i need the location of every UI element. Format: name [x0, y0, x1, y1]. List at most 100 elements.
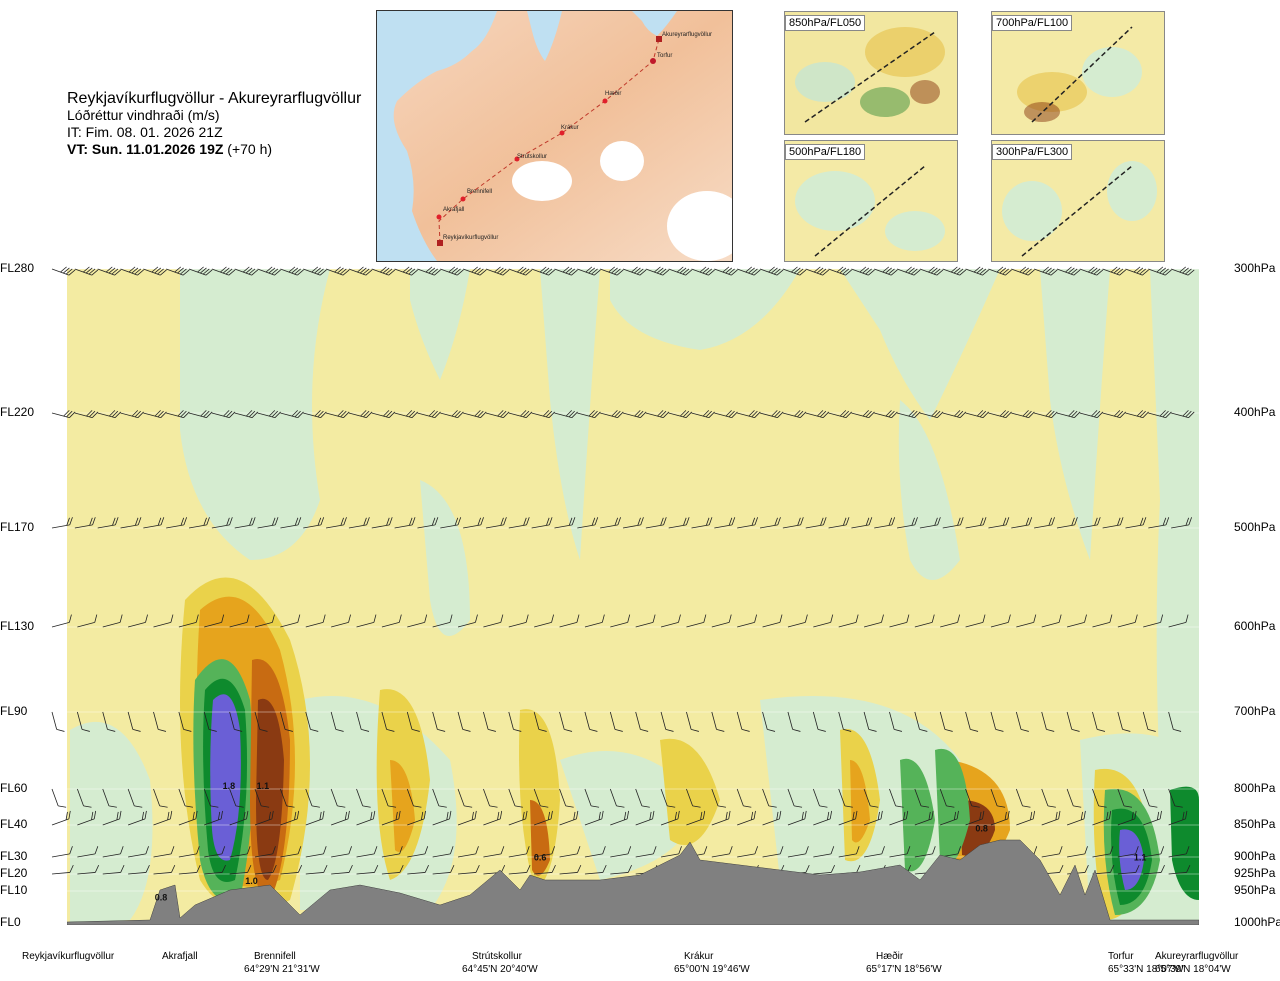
wind-barb	[942, 266, 967, 276]
fjord	[527, 11, 562, 61]
map-label-strutskollur: Strútskollur	[517, 154, 547, 160]
wind-barb	[371, 517, 393, 529]
wind-barb	[863, 711, 877, 732]
wind-barb	[762, 846, 784, 858]
wind-barb	[303, 410, 327, 419]
wind-barb	[889, 711, 903, 732]
wind-barb	[254, 864, 277, 875]
wind-barb	[787, 614, 808, 628]
wind-barb	[533, 711, 547, 732]
wind-barb	[714, 410, 738, 419]
wind-barb	[864, 846, 885, 858]
shade-orange-5	[850, 760, 870, 843]
extrema-label: 0.8	[975, 823, 988, 833]
wind-barb	[51, 864, 74, 875]
wind-barb	[584, 864, 607, 875]
wind-barb	[838, 711, 852, 732]
wind-barb	[381, 614, 402, 628]
wind-barb	[97, 266, 122, 276]
wind-barb	[325, 266, 350, 276]
pressure-label: 300hPa	[1234, 261, 1276, 275]
wind-barb	[919, 410, 944, 419]
wind-barb	[577, 410, 601, 419]
shade-green-4	[610, 269, 800, 350]
wind-barb	[914, 711, 928, 732]
wind-barb	[508, 711, 522, 732]
waypoint-name: Akureyrarflugvöllur	[1155, 951, 1239, 962]
pressure-label: 925hPa	[1234, 866, 1276, 880]
wind-barb	[736, 788, 752, 808]
glacier-2	[600, 141, 644, 181]
wind-barb	[1092, 788, 1107, 808]
wind-barb	[813, 846, 835, 858]
wind-barb	[554, 410, 578, 419]
wind-barb	[407, 614, 428, 628]
inset-500-label: 500hPa/FL180	[785, 144, 866, 160]
wind-barb	[97, 410, 122, 419]
wind-barb	[229, 711, 243, 732]
wind-barb	[838, 846, 860, 858]
waypoint-name: Torfur	[1108, 951, 1134, 962]
wind-barb	[988, 410, 1012, 419]
wind-barb	[554, 266, 578, 276]
wind-barb	[371, 266, 396, 276]
wind-barb	[610, 810, 629, 826]
wind-barb	[1168, 810, 1188, 826]
glacier-3	[667, 191, 747, 261]
wind-barb	[508, 810, 528, 826]
wind-barb	[965, 810, 985, 826]
wind-barb	[1125, 410, 1149, 419]
wind-barb	[711, 788, 726, 808]
terrain-profile	[67, 839, 1199, 925]
wind-barb	[229, 864, 252, 875]
wind-barb	[714, 266, 738, 276]
wind-barb	[531, 266, 555, 276]
wind-barb	[762, 788, 777, 808]
wind-barb	[812, 788, 828, 808]
waypoint-label: Brennifell 64°29'N 21°31'W	[244, 950, 320, 976]
wind-barb	[1015, 711, 1029, 732]
wind-barb	[660, 846, 682, 858]
wind-barb	[394, 517, 416, 529]
wind-barb	[417, 266, 441, 276]
wind-barb	[889, 846, 911, 858]
wind-barb	[381, 810, 401, 826]
waypoint-name: Strútskollur	[472, 951, 523, 962]
wind-barb	[348, 266, 373, 276]
wind-barb	[440, 517, 462, 529]
inset-300-blob-2	[1107, 161, 1157, 221]
wind-barb	[508, 864, 531, 875]
pressure-label: 600hPa	[1234, 619, 1276, 633]
wind-barb	[737, 517, 759, 529]
wind-barb	[508, 788, 523, 808]
station-reykjavik	[437, 240, 443, 246]
waypoint-coord: 64°45'N 20°40'W	[462, 964, 538, 975]
pressure-label: 950hPa	[1234, 883, 1276, 897]
wind-barb	[668, 410, 693, 419]
inset-850-blob-4	[910, 80, 940, 104]
wind-barb	[394, 410, 418, 419]
wind-barb	[759, 410, 784, 419]
wind-barb	[635, 810, 655, 826]
wind-barb	[600, 410, 624, 419]
wind-barb	[1011, 410, 1035, 419]
wind-barb	[120, 517, 142, 529]
valid-time-bold: VT: Sun. 11.01.2026 19Z	[67, 141, 224, 157]
wind-barb	[331, 864, 353, 875]
wind-barbs	[51, 266, 1195, 875]
wind-barb	[737, 410, 761, 419]
wind-barb	[863, 810, 883, 826]
wind-barb	[990, 711, 1004, 732]
wind-barb	[711, 711, 725, 732]
wind-barb	[305, 711, 319, 732]
shade-yellow-3	[519, 709, 560, 890]
wind-barb	[483, 810, 503, 826]
wind-barb	[1041, 711, 1055, 732]
inset-700: 700hPa/FL100	[991, 11, 1165, 135]
wind-barb	[280, 864, 303, 875]
wind-barb	[77, 846, 99, 858]
wind-barb	[211, 266, 236, 276]
shade-brown-1	[256, 698, 284, 880]
wind-barb	[584, 788, 600, 808]
wind-barb	[229, 788, 244, 808]
